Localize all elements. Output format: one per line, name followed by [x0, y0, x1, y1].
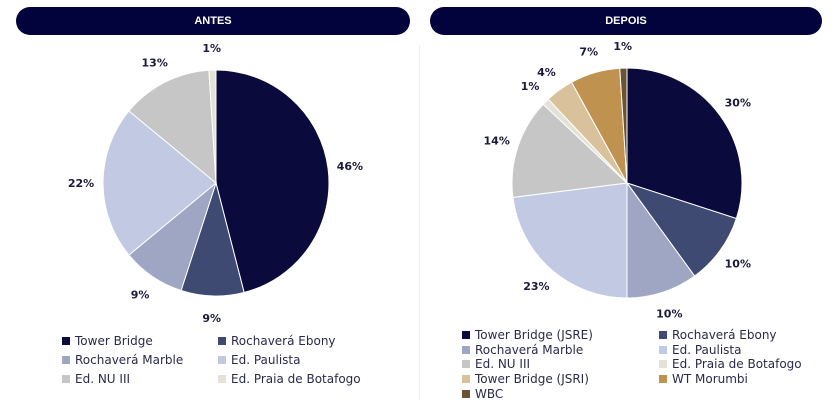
antes-value-label: 46% — [337, 160, 363, 173]
legend-swatch — [462, 360, 470, 369]
depois-legend-item: Rochaverá Ebony — [659, 328, 777, 342]
legend-swatch — [659, 360, 667, 369]
antes-legend-item: Ed. Praia de Botafogo — [218, 372, 361, 386]
antes-value-label: 22% — [68, 177, 94, 190]
legend-label: Rochaverá Marble — [475, 342, 584, 357]
legend-swatch — [218, 337, 226, 345]
antes-slice — [102, 110, 217, 256]
antes-legend-item: Ed. NU III — [62, 372, 130, 386]
depois-legend-item: Ed. Praia de Botafogo — [659, 357, 802, 371]
antes-value-label: 1% — [202, 42, 221, 55]
depois-legend-item: Rochaverá Marble — [462, 343, 583, 357]
legend-swatch — [462, 389, 470, 398]
legend-swatch — [659, 331, 667, 339]
depois-value-label: 30% — [725, 96, 751, 109]
legend-swatch — [62, 356, 70, 364]
antes-value-label: 13% — [142, 57, 168, 70]
depois-legend-item: Tower Bridge (JSRE) — [462, 328, 593, 342]
depois-value-label: 23% — [523, 280, 549, 293]
legend-swatch — [62, 337, 70, 345]
antes-header: ANTES — [16, 7, 410, 35]
depois-slice — [626, 67, 743, 220]
depois-value-label: 7% — [579, 45, 598, 58]
legend-label: Ed. NU III — [75, 372, 131, 386]
depois-legend-item: WBC — [462, 387, 503, 401]
depois-slice — [625, 182, 738, 277]
depois-value-label: 10% — [725, 258, 751, 271]
antes-legend-item: Rochaverá Marble — [62, 353, 183, 367]
depois-value-label: 1% — [613, 40, 632, 53]
depois-value-label: 1% — [521, 80, 540, 93]
depois-legend-item: WT Morumbi — [659, 372, 748, 386]
legend-swatch — [462, 375, 470, 384]
depois-slice — [626, 181, 696, 299]
antes-slice — [215, 69, 330, 294]
legend-label: WT Morumbi — [672, 372, 748, 387]
divider — [419, 45, 420, 400]
depois-legend-item: Ed. Paulista — [659, 343, 741, 357]
legend-label: Tower Bridge (JSRE) — [475, 328, 593, 342]
antes-legend-item: Rochaverá Ebony — [218, 334, 336, 348]
depois-value-label: 4% — [537, 66, 556, 79]
legend-label: Rochaverá Ebony — [231, 334, 336, 348]
legend-swatch — [218, 356, 226, 364]
antes-legend-item: Tower Bridge — [62, 334, 153, 348]
depois-slice — [512, 182, 628, 299]
legend-swatch — [62, 375, 70, 383]
depois-legend-item: Tower Bridge (JSRI) — [462, 372, 589, 386]
antes-legend-item: Ed. Paulista — [218, 353, 300, 367]
legend-swatch — [218, 375, 226, 383]
legend-label: Ed. Paulista — [231, 353, 301, 367]
depois-slice — [619, 67, 628, 184]
antes-value-label: 9% — [202, 312, 221, 325]
legend-label: Tower Bridge — [75, 334, 153, 348]
legend-label: Ed. NU III — [475, 357, 531, 372]
depois-legend-item: Ed. NU III — [462, 357, 530, 371]
legend-swatch — [659, 375, 667, 384]
legend-label: Ed. Praia de Botafogo — [672, 357, 802, 372]
legend-label: Rochaverá Ebony — [672, 328, 777, 342]
legend-label: Tower Bridge (JSRI) — [475, 372, 589, 387]
antes-value-label: 9% — [131, 289, 150, 302]
legend-label: WBC — [475, 386, 504, 401]
antes-title: ANTES — [194, 15, 232, 27]
depois-value-label: 10% — [656, 307, 682, 320]
legend-swatch — [462, 345, 470, 354]
antes-slice — [208, 69, 217, 184]
legend-label: Rochaverá Marble — [75, 353, 184, 367]
legend-swatch — [462, 331, 470, 339]
depois-value-label: 14% — [484, 135, 510, 148]
depois-slice — [511, 103, 629, 198]
depois-title: DEPOIS — [605, 15, 647, 27]
depois-header: DEPOIS — [430, 7, 822, 35]
legend-label: Ed. Paulista — [672, 342, 742, 357]
legend-swatch — [659, 345, 667, 354]
antes-slice — [128, 69, 217, 185]
legend-label: Ed. Praia de Botafogo — [231, 372, 361, 386]
